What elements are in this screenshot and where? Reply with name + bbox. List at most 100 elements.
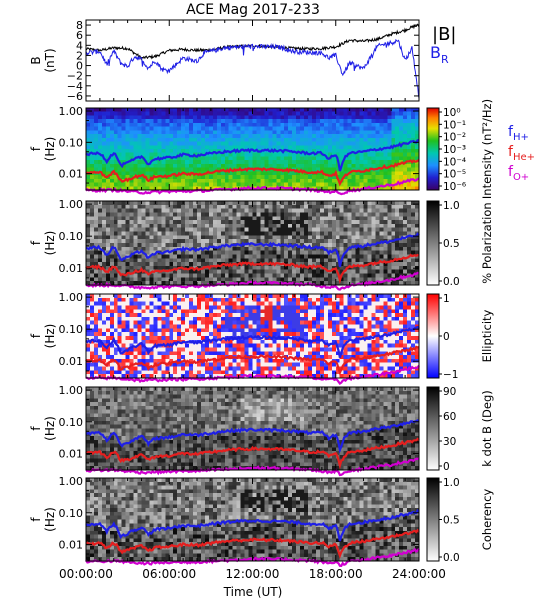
spectrogram-cell [260, 134, 265, 139]
spectrogram-cell [204, 134, 210, 139]
spectrogram-cell [252, 108, 257, 113]
spectrogram-cell [343, 243, 349, 248]
spectrogram-cell [323, 204, 329, 210]
spectrogram-cell [212, 167, 218, 172]
spectrogram-cell [252, 305, 257, 310]
spectrogram-cell [323, 108, 329, 113]
spectrogram-cell [256, 366, 261, 371]
spectrogram-cell [109, 201, 115, 206]
spectrogram-cell [189, 141, 194, 146]
spectrogram-cell [133, 182, 138, 187]
spectrogram-cell [189, 134, 194, 139]
spectrogram-cell [244, 152, 249, 157]
spectrogram-cell [157, 265, 162, 271]
spectrogram-cell [189, 235, 194, 240]
spectrogram-cell [367, 273, 372, 278]
spectrogram-cell [304, 273, 309, 278]
spectrogram-cell [185, 254, 190, 259]
spectrogram-cell [311, 262, 317, 267]
spectrogram-cell [193, 119, 198, 124]
spectrogram-cell [236, 141, 241, 146]
spectrogram-cell [407, 145, 412, 150]
spectrogram-cell [280, 111, 285, 116]
spectrogram-cell [169, 305, 174, 310]
spectrogram-cell [224, 309, 230, 314]
spectrogram-cell [391, 130, 396, 135]
spectrogram-cell [260, 212, 265, 217]
spectrogram-cell [244, 269, 249, 274]
spectrogram-cell [86, 336, 91, 341]
spectrogram-cell [86, 145, 91, 150]
spectrogram-cell [415, 156, 420, 161]
spectrogram-cell [383, 223, 388, 229]
spectrogram-cell [113, 134, 119, 139]
spectrogram-cell [415, 149, 420, 154]
spectrogram-cell [181, 239, 186, 244]
spectrogram-cell [204, 204, 210, 210]
spectrogram-cell [165, 324, 170, 329]
spectrogram-cell [113, 130, 119, 135]
spectrogram-cell [101, 171, 107, 176]
spectrogram-cell [260, 130, 265, 135]
spectrogram-cell [216, 301, 222, 306]
spectrogram-cell [375, 126, 380, 131]
spectrogram-cell [411, 115, 416, 120]
spectrogram-cell [149, 351, 154, 356]
spectrogram-cell [169, 254, 174, 259]
spectrogram-cell [161, 216, 166, 221]
spectrogram-cell [121, 182, 127, 187]
spectrogram-cell [244, 332, 249, 337]
spectrogram-cell [284, 231, 289, 236]
spectrogram-cell [137, 277, 142, 282]
spectrogram-cell [232, 126, 238, 131]
spectrogram-cell [240, 160, 245, 165]
spectrogram-cell [113, 204, 119, 210]
spectrogram-cell [276, 119, 281, 124]
spectrogram-cell [240, 137, 245, 142]
spectrogram-cell [129, 119, 134, 124]
spectrogram-cell [228, 343, 234, 348]
spectrogram-cell [300, 277, 305, 282]
spectrogram-cell [93, 316, 99, 322]
spectrogram-cell [407, 130, 412, 135]
spectrogram-cell [113, 149, 119, 154]
spectrogram-cell [240, 111, 245, 116]
spectrogram-cell [153, 137, 158, 142]
spectrogram-cell [280, 126, 285, 131]
spectrogram-cell [208, 122, 214, 128]
spectrogram-cell [216, 145, 222, 150]
spectrogram-cell [189, 243, 194, 248]
spectrogram-cell [204, 137, 210, 142]
spectrogram-cell [323, 208, 329, 213]
spectrogram-cell [216, 126, 222, 131]
spectrogram-cell [411, 258, 416, 263]
spectrogram-cell [109, 145, 115, 150]
spectrogram-cell [272, 269, 277, 274]
spectrogram-cell [197, 160, 202, 165]
spectrogram-cell [193, 343, 198, 348]
spectrogram-cell [173, 115, 178, 120]
spectrogram-cell [101, 294, 107, 299]
spectrogram-cell [204, 111, 210, 116]
spectrogram-cell [212, 277, 218, 282]
spectrogram-cell [300, 111, 305, 116]
spectrogram-cell [327, 216, 333, 221]
spectrogram-cell [327, 208, 333, 213]
spectrogram-cell [379, 156, 384, 161]
spectrogram-cell [319, 178, 325, 183]
spectrogram-cell [193, 281, 198, 286]
spectrogram-cell [347, 175, 352, 180]
spectrogram-cell [355, 119, 360, 124]
spectrogram-cell [161, 182, 166, 187]
spectrogram-cell [260, 273, 265, 278]
spectrogram-cell [311, 269, 317, 274]
spectrogram-cell [411, 134, 416, 139]
spectrogram-cell [308, 119, 313, 124]
spectrogram-cell [292, 258, 297, 263]
spectrogram-cell [375, 223, 380, 229]
spectrogram-cell [89, 115, 95, 120]
spectrogram-cell [260, 313, 265, 318]
spectrogram-cell [97, 313, 103, 318]
spectrogram-cell [129, 223, 134, 229]
spectrogram-cell [244, 134, 249, 139]
